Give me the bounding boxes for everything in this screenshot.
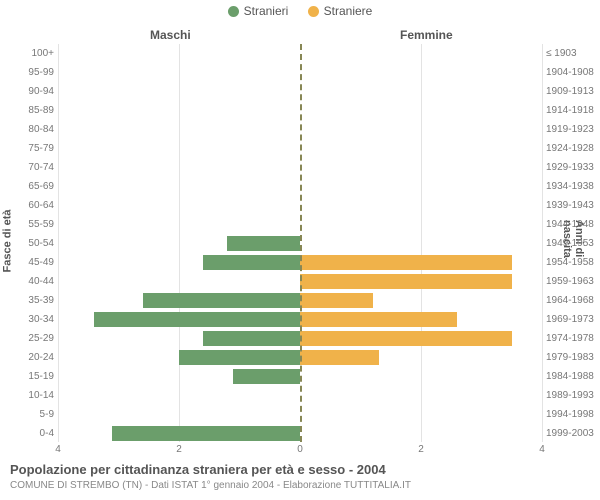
y-tick-birth: 1984-1988 bbox=[546, 367, 596, 386]
y-tick-birth: 1914-1918 bbox=[546, 101, 596, 120]
bar-female bbox=[300, 312, 457, 327]
y-tick-age: 20-24 bbox=[4, 348, 54, 367]
y-tick-age: 5-9 bbox=[4, 405, 54, 424]
bar-female bbox=[300, 255, 512, 270]
bar-male bbox=[112, 426, 300, 441]
y-tick-age: 40-44 bbox=[4, 272, 54, 291]
y-tick-birth: 1949-1953 bbox=[546, 234, 596, 253]
y-tick-age: 100+ bbox=[4, 44, 54, 63]
bar-male bbox=[233, 369, 300, 384]
x-tick: 4 bbox=[532, 444, 552, 455]
legend-item-female: Straniere bbox=[308, 4, 373, 18]
y-tick-age: 15-19 bbox=[4, 367, 54, 386]
y-tick-birth: 1954-1958 bbox=[546, 253, 596, 272]
y-tick-age: 75-79 bbox=[4, 139, 54, 158]
y-tick-birth: 1974-1978 bbox=[546, 329, 596, 348]
bar-male bbox=[203, 331, 300, 346]
y-tick-age: 95-99 bbox=[4, 63, 54, 82]
y-tick-birth: 1944-1948 bbox=[546, 215, 596, 234]
footer-subtitle: COMUNE DI STREMBO (TN) - Dati ISTAT 1° g… bbox=[10, 480, 411, 491]
y-tick-birth: 1929-1933 bbox=[546, 158, 596, 177]
y-tick-birth: 1979-1983 bbox=[546, 348, 596, 367]
y-tick-age: 35-39 bbox=[4, 291, 54, 310]
y-tick-birth: 1924-1928 bbox=[546, 139, 596, 158]
y-tick-birth: ≤ 1903 bbox=[546, 44, 596, 63]
bar-female bbox=[300, 293, 373, 308]
legend-swatch-male bbox=[228, 6, 239, 17]
column-header-left: Maschi bbox=[150, 28, 191, 42]
legend-label-male: Stranieri bbox=[244, 4, 289, 18]
y-tick-birth: 1919-1923 bbox=[546, 120, 596, 139]
bar-female bbox=[300, 331, 512, 346]
y-tick-age: 10-14 bbox=[4, 386, 54, 405]
legend: Stranieri Straniere bbox=[0, 4, 600, 20]
center-divider bbox=[300, 44, 302, 442]
y-tick-age: 70-74 bbox=[4, 158, 54, 177]
legend-item-male: Stranieri bbox=[228, 4, 289, 18]
x-tick: 4 bbox=[48, 444, 68, 455]
x-tick: 2 bbox=[411, 444, 431, 455]
y-tick-age: 50-54 bbox=[4, 234, 54, 253]
y-tick-birth: 1934-1938 bbox=[546, 177, 596, 196]
bar-female bbox=[300, 350, 379, 365]
bar-male bbox=[227, 236, 300, 251]
legend-label-female: Straniere bbox=[324, 4, 373, 18]
y-tick-age: 55-59 bbox=[4, 215, 54, 234]
y-tick-age: 60-64 bbox=[4, 196, 54, 215]
bar-male bbox=[94, 312, 300, 327]
column-header-right: Femmine bbox=[400, 28, 453, 42]
y-tick-birth: 1999-2003 bbox=[546, 424, 596, 443]
bar-male bbox=[203, 255, 300, 270]
y-tick-age: 65-69 bbox=[4, 177, 54, 196]
bar-male bbox=[179, 350, 300, 365]
y-tick-birth: 1909-1913 bbox=[546, 82, 596, 101]
y-tick-birth: 1969-1973 bbox=[546, 310, 596, 329]
y-tick-birth: 1939-1943 bbox=[546, 196, 596, 215]
plot-area bbox=[58, 44, 542, 442]
y-tick-birth: 1989-1993 bbox=[546, 386, 596, 405]
y-tick-birth: 1964-1968 bbox=[546, 291, 596, 310]
bar-male bbox=[143, 293, 300, 308]
y-tick-birth: 1959-1963 bbox=[546, 272, 596, 291]
x-tick: 0 bbox=[290, 444, 310, 455]
y-tick-age: 80-84 bbox=[4, 120, 54, 139]
bar-female bbox=[300, 274, 512, 289]
y-tick-age: 45-49 bbox=[4, 253, 54, 272]
y-tick-age: 30-34 bbox=[4, 310, 54, 329]
gridline bbox=[542, 44, 543, 442]
y-tick-birth: 1904-1908 bbox=[546, 63, 596, 82]
legend-swatch-female bbox=[308, 6, 319, 17]
x-tick: 2 bbox=[169, 444, 189, 455]
y-tick-birth: 1994-1998 bbox=[546, 405, 596, 424]
y-tick-age: 25-29 bbox=[4, 329, 54, 348]
population-pyramid-chart: Stranieri Straniere Maschi Femmine Fasce… bbox=[0, 0, 600, 500]
footer-title: Popolazione per cittadinanza straniera p… bbox=[10, 462, 386, 477]
y-tick-age: 90-94 bbox=[4, 82, 54, 101]
y-tick-age: 85-89 bbox=[4, 101, 54, 120]
y-tick-age: 0-4 bbox=[4, 424, 54, 443]
